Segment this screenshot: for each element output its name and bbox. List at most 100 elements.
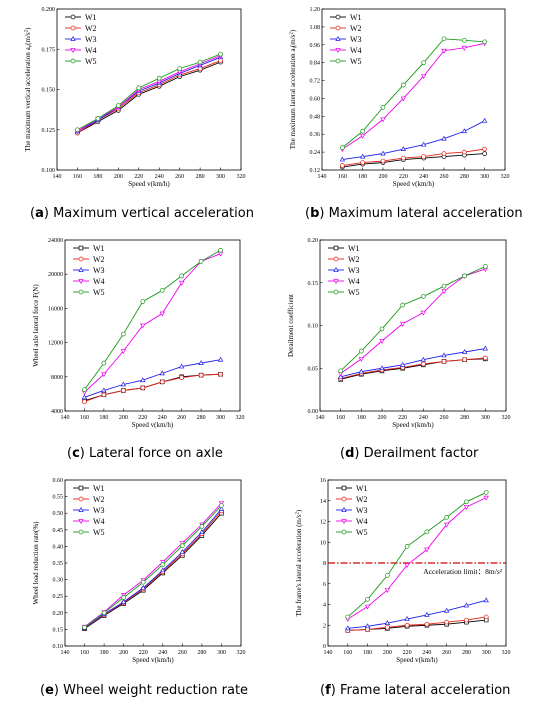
data-point xyxy=(483,490,489,495)
y-tick-label: 8 xyxy=(323,561,326,567)
y-tick-label: 0.35 xyxy=(53,561,64,567)
caption-text: Wheel weight reduction rate xyxy=(63,683,248,698)
data-point xyxy=(359,133,366,139)
data-point xyxy=(359,153,366,159)
x-tick-label: 280 xyxy=(196,174,205,180)
series-line-w1 xyxy=(342,153,485,168)
data-point xyxy=(360,128,366,134)
y-tick-label: 16000 xyxy=(48,306,63,312)
data-point xyxy=(399,321,406,327)
y-tick-label: 0.36 xyxy=(310,132,321,138)
legend-marker xyxy=(78,289,84,295)
data-point xyxy=(159,311,165,317)
caption-paren-open: ( xyxy=(320,683,325,698)
data-point xyxy=(420,310,427,316)
data-point xyxy=(159,379,165,385)
data-point xyxy=(424,621,430,627)
x-tick-label: 180 xyxy=(93,174,102,180)
legend-marker xyxy=(78,279,84,285)
data-point xyxy=(400,302,406,308)
y-tick-label: 0.100 xyxy=(42,168,56,174)
y-tick-label: 0.55 xyxy=(53,495,64,501)
data-point xyxy=(358,368,365,374)
x-tick-label: 240 xyxy=(158,650,167,656)
y-tick-label: 10 xyxy=(320,540,326,546)
panel-d: 140 160 180 200 220 240 260 280 300 320 0.00 0.05 0.… xyxy=(287,238,511,461)
series-line-w3 xyxy=(340,348,486,378)
y-axis-label-part: The frame's lateral acceleration (m/s xyxy=(295,514,303,616)
legend-entry-w3: W3 xyxy=(356,506,368,515)
data-point xyxy=(384,620,391,626)
caption-paren-open: ( xyxy=(30,206,35,221)
data-point xyxy=(218,51,223,57)
y-axis-label: Derailment coefficient xyxy=(287,294,295,357)
data-point xyxy=(218,371,223,377)
legend-marker xyxy=(70,14,76,20)
caption-text: Maximum lateral acceleration xyxy=(329,206,523,221)
data-point xyxy=(424,547,430,553)
panel-a: 140 160 180 200 220 240 260 280 300 320 0.100 0.125… xyxy=(24,7,254,221)
data-point xyxy=(345,625,351,631)
y-axis-label-part: Wheel axle lateral force F(N) xyxy=(32,284,40,367)
data-point xyxy=(101,387,107,393)
series-line-w3 xyxy=(84,359,221,398)
data-point xyxy=(421,154,427,159)
x-tick-label: 140 xyxy=(316,415,325,421)
data-point xyxy=(464,617,469,623)
y-tick-label: 14 xyxy=(320,499,326,505)
legend-marker xyxy=(70,48,76,54)
data-point xyxy=(81,394,88,400)
series-line-w2 xyxy=(84,373,221,403)
x-tick-label: 320 xyxy=(236,415,245,421)
y-tick-label: 0.200 xyxy=(42,7,56,13)
x-tick-label: 160 xyxy=(80,650,89,656)
data-point xyxy=(441,151,447,156)
legend-entry-w4: W4 xyxy=(350,46,362,55)
x-axis-label: Speed v(km/h) xyxy=(128,180,170,188)
data-point xyxy=(140,385,146,391)
series-line-w3 xyxy=(84,508,222,629)
y-tick-label: 24000 xyxy=(48,238,63,244)
panel-caption: (a) Maximum vertical acceleration xyxy=(30,206,254,221)
x-tick-label: 260 xyxy=(177,415,186,421)
legend-marker xyxy=(78,485,84,491)
x-axis-label: Speed v(km/h) xyxy=(396,656,438,664)
y-tick-label: 0.45 xyxy=(53,528,64,534)
legend-entry-w2: W2 xyxy=(85,24,97,33)
caption-letter: e xyxy=(45,683,54,698)
data-point xyxy=(136,85,142,91)
legend-entry-w3: W3 xyxy=(85,35,97,44)
legend-entry-w1: W1 xyxy=(350,13,362,22)
data-point xyxy=(424,529,430,535)
data-point xyxy=(420,356,427,362)
legend-marker xyxy=(341,496,347,502)
series-line-w5 xyxy=(347,492,487,618)
x-tick-label: 200 xyxy=(119,415,128,421)
plot-frame xyxy=(64,239,241,412)
series-line-w1 xyxy=(84,512,222,630)
data-point xyxy=(404,563,410,569)
data-point xyxy=(461,45,468,51)
plot-frame xyxy=(56,8,242,171)
data-point xyxy=(358,356,365,362)
data-point xyxy=(199,524,205,529)
x-tick-label: 160 xyxy=(343,650,352,656)
legend-entry-w5: W5 xyxy=(348,288,360,297)
caption-letter: c xyxy=(72,446,80,461)
data-point xyxy=(339,163,345,168)
y-tick-label: 12 xyxy=(320,520,326,526)
x-tick-label: 300 xyxy=(216,174,225,180)
x-tick-label: 300 xyxy=(482,650,491,656)
data-point xyxy=(399,361,406,367)
caption-paren-close: ) xyxy=(80,446,89,461)
data-point xyxy=(160,567,166,573)
x-tick-label: 260 xyxy=(175,174,184,180)
data-point xyxy=(482,264,488,269)
legend-entry-w2: W2 xyxy=(356,495,368,504)
legend-marker xyxy=(70,35,76,41)
data-point xyxy=(160,562,166,568)
data-point xyxy=(441,352,447,358)
series-line-w3 xyxy=(77,56,221,132)
data-point xyxy=(420,74,427,80)
data-point xyxy=(379,326,385,332)
